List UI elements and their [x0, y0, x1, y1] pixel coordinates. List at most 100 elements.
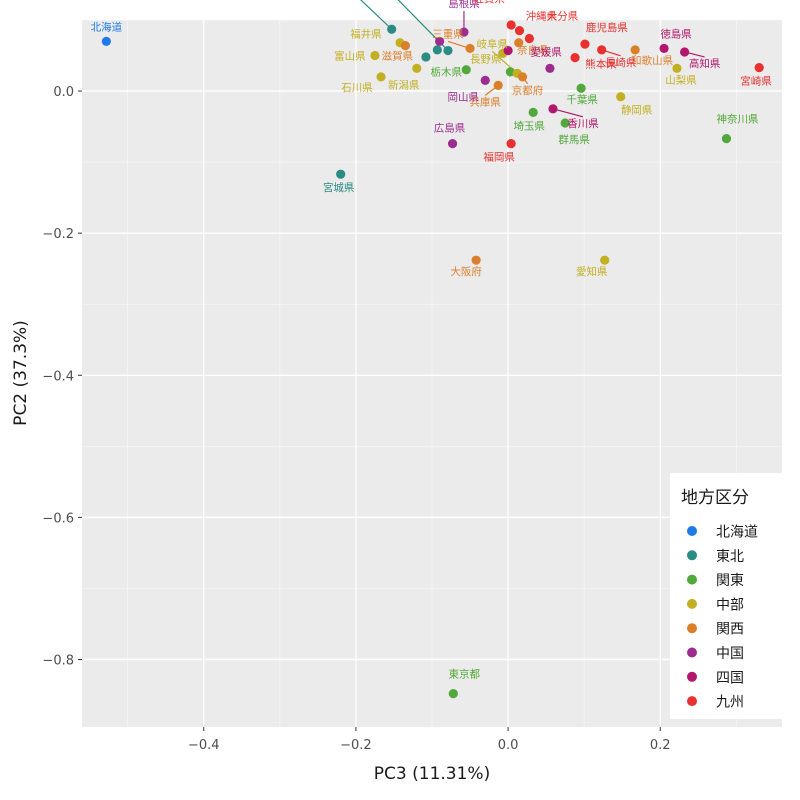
point-label: 福井県 [350, 28, 382, 41]
data-point [465, 43, 475, 54]
point-label: 島根県 [448, 0, 480, 10]
data-point [432, 45, 442, 55]
data-point [517, 72, 528, 82]
data-point [435, 36, 445, 46]
data-point [443, 45, 453, 56]
data-point [336, 169, 346, 179]
data-point [721, 134, 732, 144]
point-label: 石川県 [341, 82, 373, 94]
data-point [387, 24, 397, 34]
point-label: 宮城県 [323, 181, 355, 194]
point-label: 佐賀県 [473, 0, 505, 5]
data-point [514, 38, 524, 48]
data-point [570, 53, 580, 63]
data-point [447, 139, 458, 149]
point-label: 愛知県 [576, 265, 608, 278]
x-tick-label: 0.0 [498, 738, 519, 753]
data-point [576, 83, 586, 93]
legend-key [687, 623, 697, 634]
y-axis-title: PC2 (37.3%) [11, 320, 31, 426]
point-label: 千葉県 [566, 93, 598, 106]
point-labels: 北海道秋田県山形県宮城県栃木県千葉県埼玉県群馬県神奈川県東京都福井県富山県石川県… [91, 0, 773, 681]
data-point [680, 47, 690, 57]
point-label: 愛媛県 [530, 46, 562, 59]
data-point [528, 107, 538, 117]
data-point [505, 67, 515, 77]
data-point [471, 255, 481, 265]
data-point [672, 63, 682, 73]
y-axis-ticks: 0.0 −0.2 −0.4 −0.6 −0.8 [42, 85, 82, 668]
data-point [514, 26, 525, 36]
label-leader-line [360, 0, 393, 30]
data-point [101, 36, 111, 46]
point-label: 香川県 [567, 118, 599, 130]
legend-label: 関西 [716, 622, 744, 638]
legend-label: 中国 [716, 646, 744, 662]
point-label: 広島県 [434, 122, 466, 135]
x-axis-ticks: −0.4 −0.2 0.0 0.2 [188, 727, 671, 753]
point-label: 長野県 [470, 53, 502, 65]
point-label: 富山県 [334, 50, 366, 63]
data-point [630, 45, 640, 55]
y-tick-label: −0.6 [42, 511, 74, 526]
point-label: 北海道 [91, 20, 123, 33]
point-label: 熊本県 [585, 58, 617, 71]
x-tick-label: −0.2 [340, 738, 372, 753]
data-point [376, 72, 386, 82]
data-point [370, 50, 380, 61]
data-point [503, 45, 513, 56]
data-point [548, 104, 558, 114]
point-label: 奈良県 [517, 44, 549, 57]
data-point [659, 43, 669, 54]
legend-label: 北海道 [716, 525, 758, 541]
point-label: 福岡県 [483, 151, 515, 164]
point-label: 宮崎県 [740, 75, 772, 88]
data-point [597, 45, 607, 55]
point-label: 三重県 [432, 27, 464, 40]
data-point [506, 20, 516, 30]
data-point [580, 39, 590, 49]
grid-lines [82, 19, 782, 727]
point-label: 岐阜県 [476, 37, 508, 50]
data-point [448, 689, 458, 699]
point-label: 東京都 [449, 668, 481, 681]
data-point [600, 255, 610, 265]
x-tick-label: −0.4 [188, 738, 220, 753]
legend-key [687, 574, 697, 585]
point-label: 神奈川県 [716, 113, 758, 126]
y-tick-label: −0.2 [42, 227, 74, 242]
legend-key [687, 647, 697, 658]
point-label: 沖縄県 [526, 9, 558, 22]
point-label: 山梨県 [665, 73, 697, 86]
legend-label: 関東 [716, 573, 744, 589]
point-label: 鹿児島県 [586, 21, 628, 34]
point-label: 大阪府 [450, 265, 482, 278]
data-point [459, 27, 469, 37]
data-point [493, 80, 503, 90]
data-point [506, 139, 516, 149]
data-point [616, 92, 626, 102]
legend-key [687, 526, 697, 536]
data-point [480, 75, 490, 85]
point-label: 静岡県 [621, 104, 653, 117]
x-axis-title: PC3 (11.31%) [374, 764, 490, 784]
point-label: 埼玉県 [513, 119, 545, 132]
legend-label: 九州 [716, 695, 744, 711]
data-points [101, 20, 764, 699]
data-point [412, 63, 422, 73]
point-label: 京都府 [512, 84, 544, 97]
data-point [400, 40, 410, 51]
data-point [545, 63, 555, 73]
data-point [560, 118, 570, 128]
point-label: 群馬県 [558, 133, 590, 146]
legend-label: 四国 [716, 670, 744, 686]
data-point [524, 33, 534, 44]
y-tick-label: 0.0 [53, 85, 74, 100]
point-label: 大分県 [547, 10, 579, 23]
label-leader-line [552, 108, 584, 118]
legend-title: 地方区分 [681, 488, 749, 508]
point-label: 高知県 [689, 57, 721, 70]
